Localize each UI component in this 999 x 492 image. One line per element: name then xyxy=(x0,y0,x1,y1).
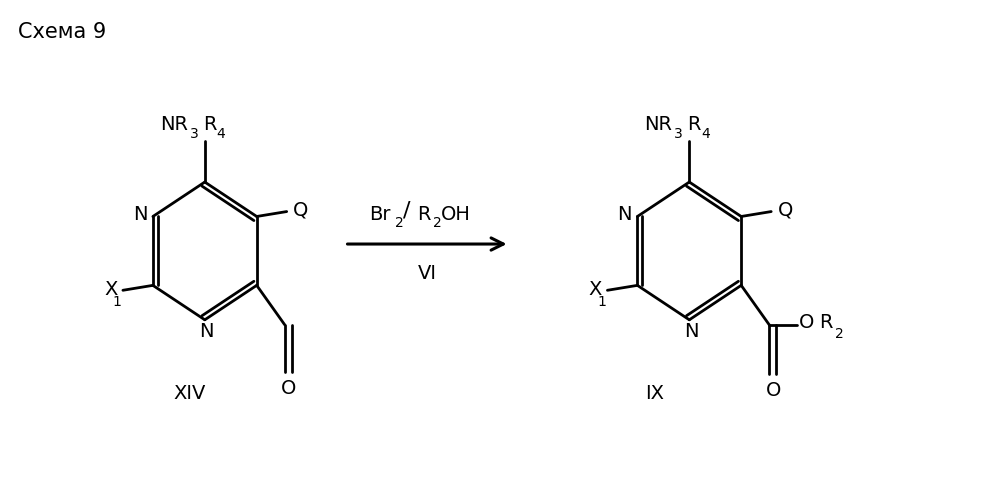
Text: Схема 9: Схема 9 xyxy=(18,22,106,42)
Text: Q: Q xyxy=(777,200,793,219)
Text: N: N xyxy=(617,205,631,224)
Text: XIV: XIV xyxy=(174,384,206,403)
Text: /: / xyxy=(404,201,411,220)
Text: N: N xyxy=(684,322,698,341)
Text: 3: 3 xyxy=(674,127,683,141)
Text: IX: IX xyxy=(644,384,664,403)
Text: R: R xyxy=(819,313,832,332)
Text: NR: NR xyxy=(160,116,188,134)
Text: Q: Q xyxy=(293,200,309,219)
Text: OH: OH xyxy=(442,205,471,224)
Text: 2: 2 xyxy=(434,216,442,230)
Text: X: X xyxy=(104,280,118,299)
Text: 2: 2 xyxy=(396,216,404,230)
Text: O: O xyxy=(799,313,814,332)
Text: O: O xyxy=(765,381,781,400)
Text: Br: Br xyxy=(370,205,391,224)
Text: 4: 4 xyxy=(701,127,710,141)
Text: N: N xyxy=(133,205,147,224)
Text: X: X xyxy=(588,280,602,299)
Text: NR: NR xyxy=(644,116,672,134)
Text: 1: 1 xyxy=(597,295,605,309)
Text: VI: VI xyxy=(418,264,437,283)
Text: R: R xyxy=(418,205,431,224)
Text: O: O xyxy=(281,379,297,398)
Text: 1: 1 xyxy=(113,295,121,309)
Text: R: R xyxy=(203,116,217,134)
Text: 3: 3 xyxy=(190,127,199,141)
Text: 4: 4 xyxy=(217,127,226,141)
Text: R: R xyxy=(687,116,701,134)
Text: N: N xyxy=(200,322,214,341)
Text: 2: 2 xyxy=(835,327,844,340)
